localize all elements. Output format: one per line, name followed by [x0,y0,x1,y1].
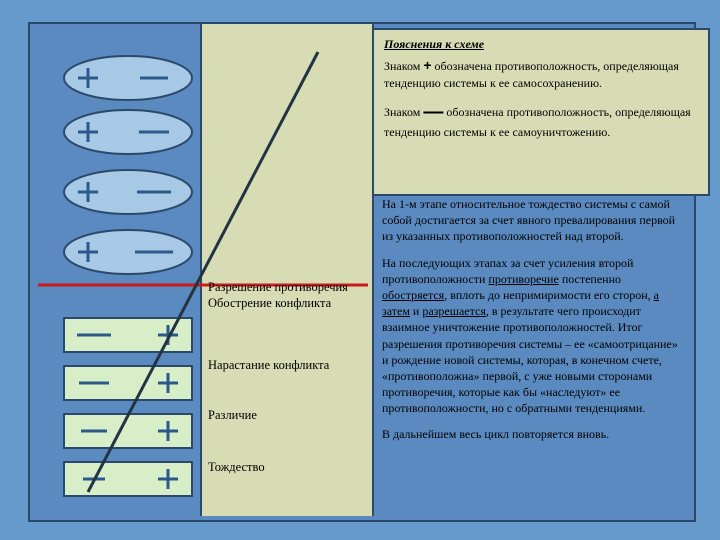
label-resolution: Разрешение противоречия Обострение конфл… [208,280,366,311]
legend-box: Пояснения к схеме Знаком + обозначена пр… [372,28,710,196]
para-2: На последующих этапах за счет усиления в… [382,255,686,417]
minus-symbol: — [423,101,443,123]
label-escalation: Нарастание конфликта [208,358,366,374]
schematic-svg [28,22,372,518]
explanation-text: На 1-м этапе относительное тождество сис… [382,196,686,453]
page: Пояснения к схеме Знаком + обозначена пр… [0,0,720,540]
para-1: На 1-м этапе относительное тождество сис… [382,196,686,245]
legend-plus: Знаком + обозначена противоположность, о… [384,56,698,91]
legend-minus-pre: Знаком [384,105,423,119]
legend-plus-pre: Знаком [384,59,423,73]
legend-title: Пояснения к схеме [384,36,484,52]
legend-minus: Знаком — обозначена противоположность, о… [384,97,698,140]
para-3: В дальнейшем весь цикл повторяется вновь… [382,426,686,442]
label-difference: Различие [208,408,366,424]
label-identity: Тождество [208,460,366,476]
plus-symbol: + [423,57,431,73]
